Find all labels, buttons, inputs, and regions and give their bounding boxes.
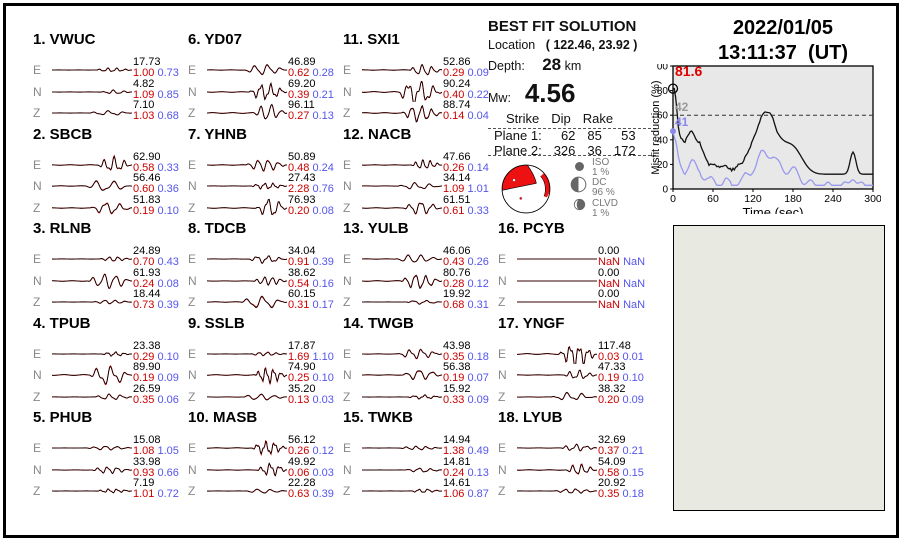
svg-text:42: 42 [675,100,689,114]
svg-text:300: 300 [864,193,881,205]
svg-text:81.6: 81.6 [675,64,702,79]
svg-text:0: 0 [662,185,668,196]
svg-text:0: 0 [670,193,676,205]
svg-text:80: 80 [657,86,669,97]
svg-text:41: 41 [675,115,689,129]
svg-text:Time (sec): Time (sec) [743,205,804,214]
svg-text:60: 60 [707,193,719,205]
svg-text:60: 60 [657,111,669,122]
svg-text:40: 40 [657,135,669,146]
svg-text:180: 180 [784,193,802,205]
svg-text:120: 120 [744,193,762,205]
svg-text:240: 240 [824,193,842,205]
svg-text:00: 00 [657,64,669,73]
svg-text:20: 20 [657,160,669,171]
